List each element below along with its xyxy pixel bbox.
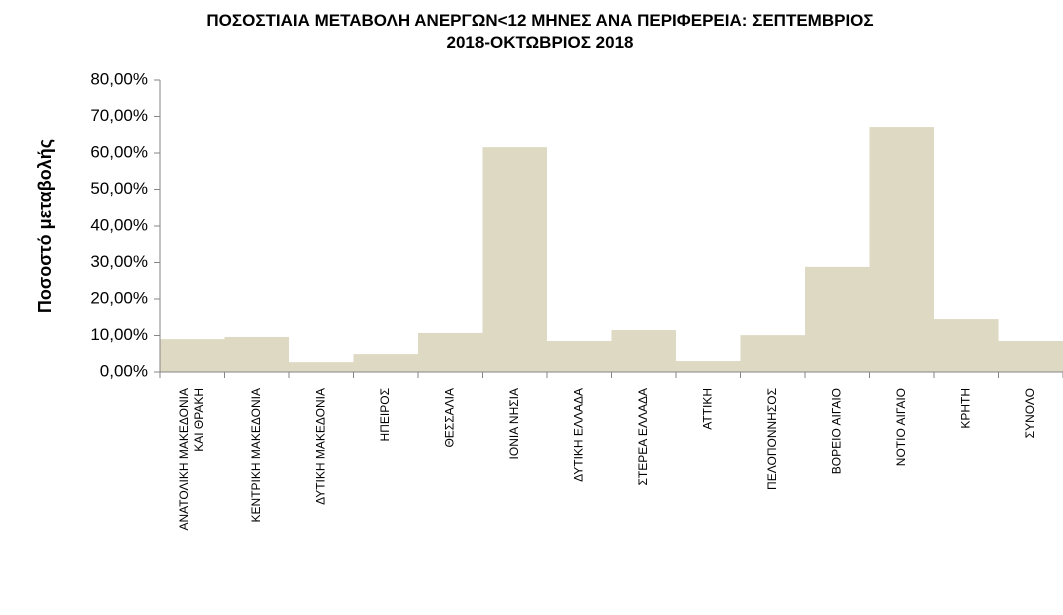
y-tick-label: 20,00% bbox=[90, 288, 148, 307]
y-tick-label: 10,00% bbox=[90, 325, 148, 344]
bar bbox=[353, 354, 418, 372]
y-tick-label: 30,00% bbox=[90, 252, 148, 271]
bar bbox=[998, 340, 1063, 372]
bar bbox=[482, 147, 547, 372]
x-tick-label: ΣΤΕΡΕΑ ΕΛΛΑΔΑ bbox=[636, 388, 650, 486]
bar bbox=[160, 339, 225, 372]
x-tick-label: ΘΕΣΣΑΛΙΑ bbox=[442, 388, 456, 448]
y-tick-label: 50,00% bbox=[90, 179, 148, 198]
bar bbox=[289, 362, 354, 372]
bar bbox=[224, 336, 289, 372]
y-tick-label: 80,00% bbox=[90, 69, 148, 88]
x-tick-label: ΒΟΡΕΙΟ ΑΙΓΑΙΟ bbox=[829, 388, 843, 474]
chart-title: ΠΟΣΟΣΤΙΑΙΑ ΜΕΤΑΒΟΛΗ ΑΝΕΡΓΩΝ<12 ΜΗΝΕΣ ΑΝΑ… bbox=[206, 11, 873, 52]
y-axis-label: Ποσοστό μεταβολής bbox=[35, 139, 55, 313]
y-tick-label: 0,00% bbox=[100, 361, 148, 380]
x-tick-label: ΙΟΝΙΑ ΝΗΣΙΑ bbox=[507, 388, 521, 459]
bar bbox=[611, 330, 676, 372]
bar bbox=[418, 332, 483, 372]
bar bbox=[676, 361, 741, 372]
x-tick-label: ΔΥΤΙΚΗ ΕΛΛΑΔΑ bbox=[571, 388, 585, 482]
y-tick-label: 60,00% bbox=[90, 142, 148, 161]
x-tick-label: ΚΕΝΤΡΙΚΗ ΜΑΚΕΔΟΝΙΑ bbox=[249, 388, 263, 522]
y-tick-label: 40,00% bbox=[90, 215, 148, 234]
x-tick-label: ΚΡΗΤΗ bbox=[958, 388, 972, 429]
x-tick-label: ΑΤΤΙΚΗ bbox=[700, 388, 714, 430]
bar bbox=[869, 127, 934, 373]
x-tick-label: ΣΥΝΟΛΟ bbox=[1023, 388, 1037, 438]
bar bbox=[740, 335, 805, 372]
bar bbox=[805, 266, 870, 372]
bar bbox=[934, 319, 999, 372]
x-tick-label: ΑΝΑΤΟΛΙΚΗ ΜΑΚΕΔΟΝΙΑΚΑΙ ΘΡΑΚΗ bbox=[177, 388, 206, 530]
x-tick-label: ΗΠΕΙΡΟΣ bbox=[378, 388, 392, 441]
y-tick-label: 70,00% bbox=[90, 106, 148, 125]
x-tick-label: ΝΟΤΙΟ ΑΙΓΑΙΟ bbox=[894, 388, 908, 466]
x-tick-label: ΔΥΤΙΚΗ ΜΑΚΕΔΟΝΙΑ bbox=[313, 388, 327, 505]
bar bbox=[547, 340, 612, 372]
x-tick-label: ΠΕΛΟΠΟΝΝΗΣΟΣ bbox=[765, 388, 779, 490]
